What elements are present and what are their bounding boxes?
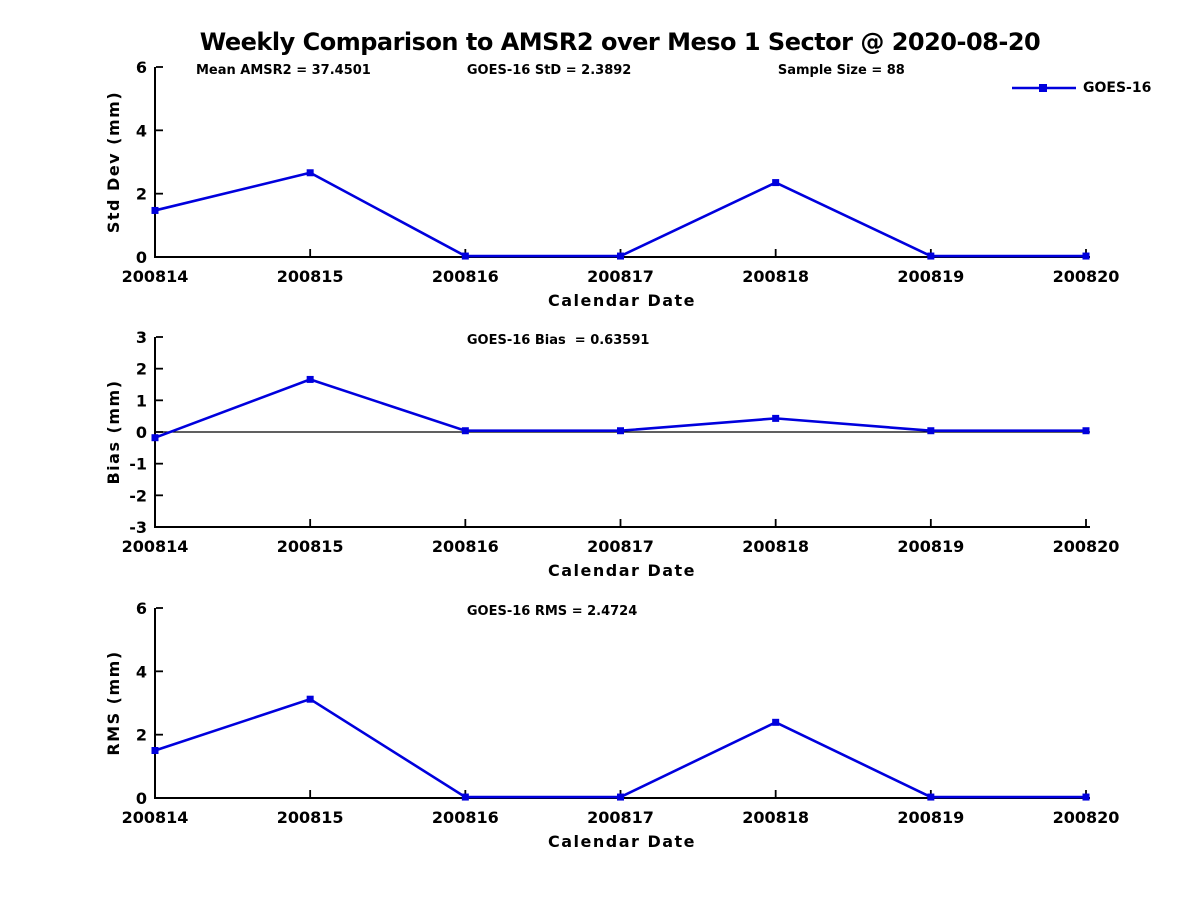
y-tick-label: -1 xyxy=(129,455,147,474)
x-axis-label: Calendar Date xyxy=(548,832,696,851)
y-tick-label: 4 xyxy=(136,662,147,681)
data-point-marker xyxy=(1082,427,1090,435)
y-tick-label: 0 xyxy=(136,789,147,808)
x-tick-label: 200817 xyxy=(587,267,654,286)
data-point-marker xyxy=(306,375,314,383)
x-tick-label: 200820 xyxy=(1053,808,1120,827)
chart-annotation: GOES-16 RMS = 2.4724 xyxy=(467,604,637,619)
data-point-marker xyxy=(461,252,469,260)
legend-label: GOES-16 xyxy=(1083,80,1152,96)
x-axis-label: Calendar Date xyxy=(548,291,696,310)
data-point-marker xyxy=(461,793,469,801)
chart-annotation: GOES-16 StD = 2.3892 xyxy=(467,63,631,78)
x-tick-label: 200815 xyxy=(277,537,344,556)
legend: GOES-16 xyxy=(1012,80,1151,96)
y-tick-label: 1 xyxy=(136,391,147,410)
data-point-marker xyxy=(151,434,159,442)
y-tick-label: 4 xyxy=(136,121,147,140)
x-tick-label: 200815 xyxy=(277,267,344,286)
data-point-marker xyxy=(306,695,314,703)
rms-subplot: 0 2 4 6 200814 200815 200816 200817 200818 200819… xyxy=(104,599,1119,851)
data-point-marker xyxy=(306,169,314,177)
data-point-marker xyxy=(772,718,780,726)
x-tick-label: 200818 xyxy=(742,808,809,827)
x-tick-label: 200818 xyxy=(742,537,809,556)
bias-subplot: -3 -2 -1 0 1 2 3 200814 200815 200816 200817 200818… xyxy=(104,328,1119,580)
x-axis-label: Calendar Date xyxy=(548,561,696,580)
x-tick-label: 200815 xyxy=(277,808,344,827)
x-tick-label: 200819 xyxy=(897,537,964,556)
y-axis-label: RMS (mm) xyxy=(104,650,123,755)
series-line xyxy=(154,697,1086,799)
legend-marker-icon xyxy=(1039,84,1047,92)
data-point-marker xyxy=(617,793,624,801)
data-point-marker xyxy=(151,206,159,214)
data-point-marker xyxy=(151,747,159,754)
y-tick-label: 0 xyxy=(136,248,147,267)
legend-line-icon xyxy=(1012,84,1076,92)
x-tick-label: 200814 xyxy=(122,537,189,556)
data-point-marker xyxy=(927,252,935,260)
chart-annotation: GOES-16 Bias = 0.63591 xyxy=(467,333,650,348)
data-point-marker xyxy=(1082,252,1090,260)
y-axis-label: Bias (mm) xyxy=(104,379,123,484)
x-tick-label: 200817 xyxy=(587,537,654,556)
y-tick-label: 3 xyxy=(136,328,147,347)
data-point-marker xyxy=(772,179,780,187)
data-point-marker xyxy=(772,414,780,422)
data-point-marker xyxy=(927,427,935,435)
y-tick-label: 6 xyxy=(136,599,147,618)
x-tick-label: 200820 xyxy=(1053,537,1120,556)
x-tick-label: 200818 xyxy=(742,267,809,286)
y-tick-label: 2 xyxy=(136,360,147,379)
data-point-marker xyxy=(617,427,624,435)
y-tick-label: 6 xyxy=(136,58,147,77)
x-tick-label: 200816 xyxy=(432,537,499,556)
data-point-marker xyxy=(927,793,935,801)
y-tick-label: 2 xyxy=(136,185,147,204)
y-tick-label: 0 xyxy=(136,423,147,442)
x-tick-label: 200814 xyxy=(122,808,189,827)
series-line xyxy=(154,171,1086,258)
x-tick-label: 200816 xyxy=(432,808,499,827)
x-tick-label: 200817 xyxy=(587,808,654,827)
std-dev-subplot: 0 2 4 6 200814 200815 200816 200817 200818 200819… xyxy=(104,58,1119,310)
x-tick-label: 200816 xyxy=(432,267,499,286)
x-tick-label: 200819 xyxy=(897,267,964,286)
y-axis-label: Std Dev (mm) xyxy=(104,91,123,233)
x-tick-label: 200814 xyxy=(122,267,189,286)
x-tick-label: 200820 xyxy=(1053,267,1120,286)
y-tick-label: -2 xyxy=(129,486,147,505)
y-tick-label: -3 xyxy=(129,518,147,537)
data-point-marker xyxy=(461,427,469,435)
page-title: Weekly Comparison to AMSR2 over Meso 1 S… xyxy=(199,28,1041,56)
chart-annotation: Mean AMSR2 = 37.4501 xyxy=(196,63,371,78)
x-tick-label: 200819 xyxy=(897,808,964,827)
data-point-marker xyxy=(1082,793,1090,801)
y-tick-label: 2 xyxy=(136,726,147,745)
data-point-marker xyxy=(617,252,624,260)
chart-annotation: Sample Size = 88 xyxy=(778,63,905,78)
